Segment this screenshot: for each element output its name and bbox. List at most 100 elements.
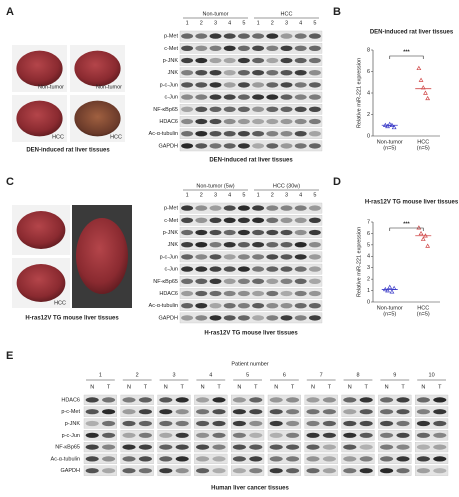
blot-band (181, 143, 194, 149)
blot-strip (179, 140, 323, 152)
lane-label: 1 (257, 192, 260, 198)
lane-label: 2 (271, 20, 274, 26)
blot-band (252, 33, 265, 39)
blot-strip (378, 430, 412, 441)
blot-band (159, 444, 173, 450)
y-tick-label: 4 (367, 90, 370, 96)
lane-label: 1 (186, 192, 189, 198)
blot-strip (179, 288, 323, 299)
blot-band (232, 432, 246, 438)
blot-band (416, 432, 430, 438)
blot-band (181, 217, 194, 223)
blot-band (159, 420, 173, 427)
blot-band (343, 468, 357, 474)
data-point (385, 123, 390, 129)
row-label: p-JNK (163, 58, 179, 64)
blot-band (232, 420, 246, 427)
blot-band (237, 33, 250, 39)
patient-label: 8 (356, 372, 359, 378)
blot-band (294, 131, 307, 137)
data-point (423, 90, 428, 95)
blot-band (237, 205, 250, 211)
blot-band (280, 106, 293, 112)
blot-band (433, 397, 447, 403)
blot-band (269, 409, 283, 415)
lane-label: 1 (257, 20, 260, 26)
blot-band (359, 420, 373, 427)
blot-band (308, 229, 321, 236)
blot-band (237, 290, 250, 297)
data-point (389, 289, 395, 294)
blot-band (209, 242, 222, 248)
blot-band (223, 131, 236, 137)
blot-band (294, 254, 307, 260)
blot-band (232, 468, 246, 474)
lane-label: N (201, 384, 205, 390)
patient-label: 1 (99, 372, 102, 378)
blot-band (252, 229, 265, 236)
blot-strip (179, 263, 323, 275)
blot-strip (194, 453, 228, 464)
blot-band (195, 205, 208, 211)
blot-band (269, 420, 283, 427)
blot-strip (157, 465, 191, 476)
blot-band (122, 468, 136, 474)
blot-band (223, 229, 236, 236)
blot-band (280, 45, 293, 51)
blot-band (223, 118, 236, 125)
blot-strip (120, 430, 154, 441)
blot-band (181, 70, 194, 76)
blot-band (159, 409, 173, 415)
blot-band (159, 468, 173, 474)
blot-band (294, 94, 307, 100)
blot-strip (267, 430, 301, 441)
significance-bracket (389, 55, 424, 59)
blot-strip (120, 442, 154, 453)
panel-letter: D (333, 176, 341, 188)
blot-strip (83, 430, 117, 441)
blot-band (266, 82, 279, 88)
patient-label: 9 (393, 372, 396, 378)
photo-label: HCC (54, 300, 66, 306)
row-label: NF-κBp65 (153, 107, 178, 113)
blot-band (308, 217, 321, 223)
blot-band (195, 315, 208, 321)
blot-band (181, 266, 194, 272)
row-label: c-Met (164, 46, 178, 52)
blot-strip (304, 406, 338, 417)
blot-band (380, 444, 394, 450)
blot-band (181, 229, 194, 236)
blot-band (195, 45, 208, 51)
blot-strip (231, 418, 265, 429)
blot-band (223, 278, 236, 284)
blot-band (237, 278, 250, 284)
blot-band (294, 70, 307, 76)
blot-band (322, 468, 336, 474)
blot-band (196, 409, 210, 415)
row-label: p-c-Jun (62, 433, 80, 439)
lane-label: N (274, 384, 278, 390)
blot-band (122, 397, 136, 403)
blot-strip (415, 453, 449, 464)
row-label: JNK (168, 70, 179, 76)
blot-band (252, 131, 265, 137)
blot-band (266, 217, 279, 223)
blot-strip (120, 394, 154, 405)
blot-caption: DEN-induced rat liver tissues (209, 158, 293, 164)
blot-band (252, 217, 265, 223)
blot-band (102, 397, 116, 403)
blot-band (195, 290, 208, 297)
blot-band (322, 397, 336, 403)
blot-band (380, 468, 394, 474)
blot-strip (194, 430, 228, 441)
blot-band (223, 33, 236, 39)
blot-band (237, 315, 250, 321)
blot-band (266, 118, 279, 125)
blot-band (308, 315, 321, 321)
blot-band (181, 57, 194, 64)
blot-strip (231, 442, 265, 453)
blot-band (269, 432, 283, 438)
blot-band (209, 33, 222, 39)
blot-band (212, 468, 226, 474)
